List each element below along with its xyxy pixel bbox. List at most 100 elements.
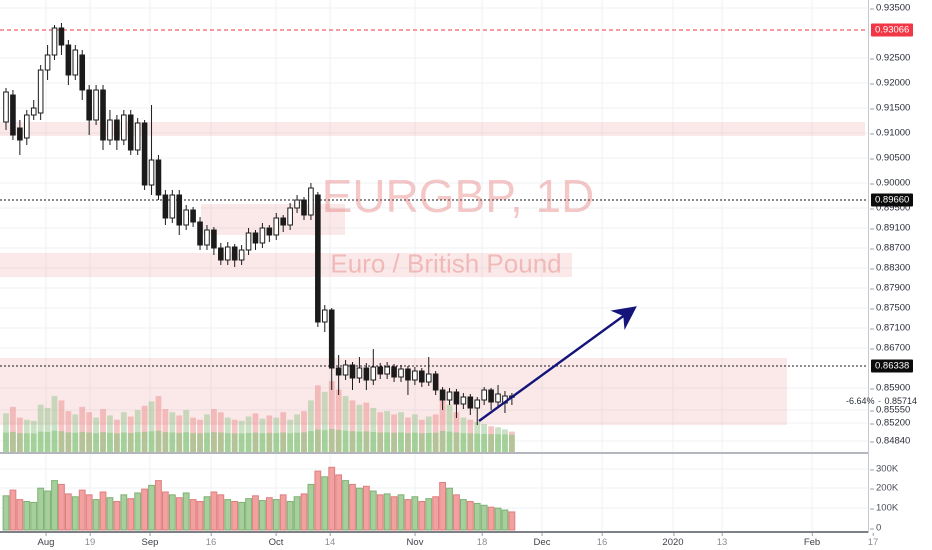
overlay-volume-base [446, 431, 453, 452]
volume-bar [120, 494, 128, 531]
overlay-volume-base [113, 433, 120, 452]
volume-bar [453, 494, 460, 531]
volume-bar [175, 497, 183, 531]
axis-tick-mark [872, 533, 874, 536]
overlay-volume-bar [446, 404, 453, 452]
axis-tick-mark [601, 533, 603, 536]
last-price-label: -6.64% - 0.85714 [846, 396, 917, 406]
candle-body [370, 366, 377, 381]
overlay-volume-base [51, 430, 58, 452]
overlay-volume-base [245, 433, 252, 452]
volume-bar [30, 501, 38, 531]
volume-bar [335, 474, 343, 531]
overlay-volume-base [23, 433, 30, 452]
overlay-volume-base [79, 431, 86, 452]
candle-body [266, 227, 273, 236]
overlay-volume-base [349, 431, 356, 452]
volume-bar [259, 500, 266, 531]
volume-bar [501, 509, 509, 531]
overlay-volume-base [148, 431, 155, 452]
overlay-volume-bar [439, 398, 446, 452]
volume-bar [141, 488, 148, 531]
price-tick-label: 0.84840 [870, 436, 910, 447]
time-tick-label: Dec [534, 533, 550, 548]
candle-body [474, 399, 481, 409]
candle-body [3, 91, 9, 123]
candle-body [446, 391, 453, 401]
volume-bar [321, 476, 329, 531]
volume-bar [23, 501, 31, 531]
overlay-volume-base [481, 433, 488, 452]
volume-bar [473, 502, 481, 531]
volume-bar [279, 494, 287, 531]
volume-bar [404, 499, 412, 531]
candle-body [93, 89, 99, 121]
overlay-volume-base [197, 433, 203, 452]
candle-body [134, 122, 141, 151]
volume-bar [71, 496, 79, 531]
overlay-volume-base [474, 433, 481, 452]
overlay-volume-base [37, 431, 44, 452]
candle-body [315, 194, 321, 323]
axis-tick-mark [870, 183, 874, 184]
overlay-volume-base [363, 431, 370, 452]
candle-body [183, 209, 189, 226]
volume-bar [238, 501, 246, 531]
overlay-volume-base [252, 432, 259, 452]
overlay-volume-bar [453, 412, 460, 452]
volume-tick-label: 200K [870, 483, 898, 494]
candle-body [273, 217, 280, 236]
price-tick-label: 0.89100 [870, 223, 910, 234]
candle-body [169, 194, 176, 219]
candle-body [432, 373, 439, 391]
candle-body [79, 54, 86, 91]
volume-bar [466, 501, 474, 531]
volume-bar [245, 498, 252, 531]
overlay-volume-base [176, 432, 183, 452]
overlay-volume-bar [79, 406, 86, 452]
overlay-volume-bar [217, 412, 224, 452]
candle-body [301, 199, 307, 216]
overlay-volume-base [502, 434, 508, 452]
axis-tick-mark [870, 328, 874, 329]
chart-canvas[interactable] [0, 0, 868, 533]
overlay-volume-bar [51, 396, 58, 452]
axis-tick-mark [870, 410, 874, 411]
axis-tick-mark [89, 533, 91, 536]
price-axis[interactable]: 0.93500 0.92500 0.92000 0.91500 0.91000 0.905… [868, 0, 932, 534]
price-tick-label: 0.92500 [870, 53, 910, 64]
time-axis[interactable]: Aug 19 Sep 16 Oct 14 Nov 18 Dec 16 2020 13 Feb 17 [0, 533, 932, 550]
price-tick-label: 0.89500 [870, 203, 910, 214]
axis-tick-mark [870, 469, 874, 470]
volume-tick-label: 0 [870, 523, 881, 534]
candle-body [65, 44, 72, 76]
overlay-volume-base [44, 432, 51, 452]
price-tick-label: 0.88300 [870, 263, 910, 274]
volume-bar [148, 484, 155, 531]
volume-bar [390, 496, 398, 531]
overlay-volume-base [86, 432, 93, 452]
axis-tick-mark [721, 533, 723, 536]
supply-zone-0.893 [201, 204, 345, 235]
overlay-volume-base [266, 432, 273, 452]
overlay-volume-bar [377, 412, 384, 452]
candle-body [467, 396, 474, 409]
candle-body [155, 159, 162, 196]
volume-bar [300, 493, 308, 531]
volume-bar [64, 493, 72, 531]
overlay-volume-base [16, 433, 23, 452]
time-tick-label: 18 [477, 533, 487, 548]
time-tick-label: 16 [206, 533, 216, 548]
volume-bar [113, 501, 121, 531]
volume-bar [383, 493, 391, 531]
trend-arrow[interactable] [478, 306, 637, 422]
volume-bar [293, 496, 301, 531]
pane-separator[interactable] [0, 452, 932, 454]
volume-bar [2, 495, 10, 531]
overlay-volume-base [224, 433, 231, 452]
price-tick-label: 0.87900 [870, 283, 910, 294]
volume-bar [182, 492, 190, 531]
overlay-volume-base [100, 432, 106, 452]
time-tick-label: 2020 [662, 533, 684, 548]
overlay-volume-base [488, 434, 494, 452]
